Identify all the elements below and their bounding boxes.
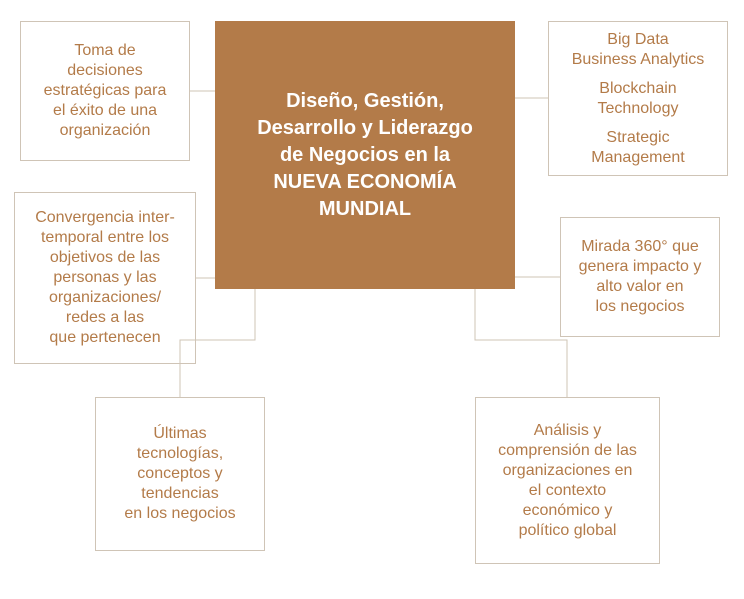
node-line: genera impacto y xyxy=(579,257,702,277)
node-line: los negocios xyxy=(596,297,685,317)
center-line: Desarrollo y Liderazgo xyxy=(257,115,473,142)
node-line: comprensión de las xyxy=(498,441,637,461)
node-line: Blockchain xyxy=(598,79,679,99)
node-line: el éxito de una xyxy=(53,101,157,121)
node-line: redes a las xyxy=(66,308,144,328)
node-line: que pertenecen xyxy=(49,328,160,348)
node-line: Convergencia inter- xyxy=(35,208,175,228)
node-line: Mirada 360° que xyxy=(581,237,699,257)
node-line: Management xyxy=(591,148,684,168)
node-line: conceptos y xyxy=(137,464,222,484)
node-line: tecnologías, xyxy=(137,444,223,464)
node-line: temporal entre los xyxy=(41,228,169,248)
node-line: político global xyxy=(519,521,617,541)
center-line: Diseño, Gestión, xyxy=(257,88,473,115)
node-n2: Convergencia inter-temporal entre losobj… xyxy=(14,192,196,364)
node-line: el contexto xyxy=(529,481,606,501)
node-n6: Análisis ycomprensión de lasorganizacion… xyxy=(475,397,660,564)
node-line: estratégicas para xyxy=(44,81,167,101)
node-n4: Big DataBusiness Analytics BlockchainTech… xyxy=(548,21,728,176)
node-n5: Mirada 360° quegenera impacto yalto valo… xyxy=(560,217,720,337)
node-line: en los negocios xyxy=(124,504,235,524)
center-line: NUEVA ECONOMÍA xyxy=(257,169,473,196)
node-line: Toma de xyxy=(74,41,135,61)
center-line: de Negocios en la xyxy=(257,142,473,169)
node-line: alto valor en xyxy=(596,277,683,297)
node-line: Strategic xyxy=(591,128,684,148)
node-n3: Últimastecnologías,conceptos ytendencias… xyxy=(95,397,265,551)
node-line: personas y las xyxy=(53,268,156,288)
node-line: Big Data xyxy=(572,30,705,50)
node-line: Business Analytics xyxy=(572,50,705,70)
node-line: Technology xyxy=(598,99,679,119)
node-line: Últimas xyxy=(153,424,206,444)
node-line: organizaciones en xyxy=(503,461,633,481)
center-line: MUNDIAL xyxy=(257,196,473,223)
node-line: objetivos de las xyxy=(50,248,160,268)
center-box: Diseño, Gestión,Desarrollo y Liderazgode… xyxy=(215,21,515,289)
node-line: tendencias xyxy=(141,484,218,504)
node-line: económico y xyxy=(523,501,613,521)
node-line: decisiones xyxy=(67,61,143,81)
node-line: Análisis y xyxy=(534,421,602,441)
node-line: organizaciones/ xyxy=(49,288,161,308)
diagram-canvas: Diseño, Gestión,Desarrollo y Liderazgode… xyxy=(0,0,744,599)
connector-n6 xyxy=(475,289,567,397)
node-n1: Toma dedecisionesestratégicas parael éxi… xyxy=(20,21,190,161)
node-line: organización xyxy=(60,121,151,141)
